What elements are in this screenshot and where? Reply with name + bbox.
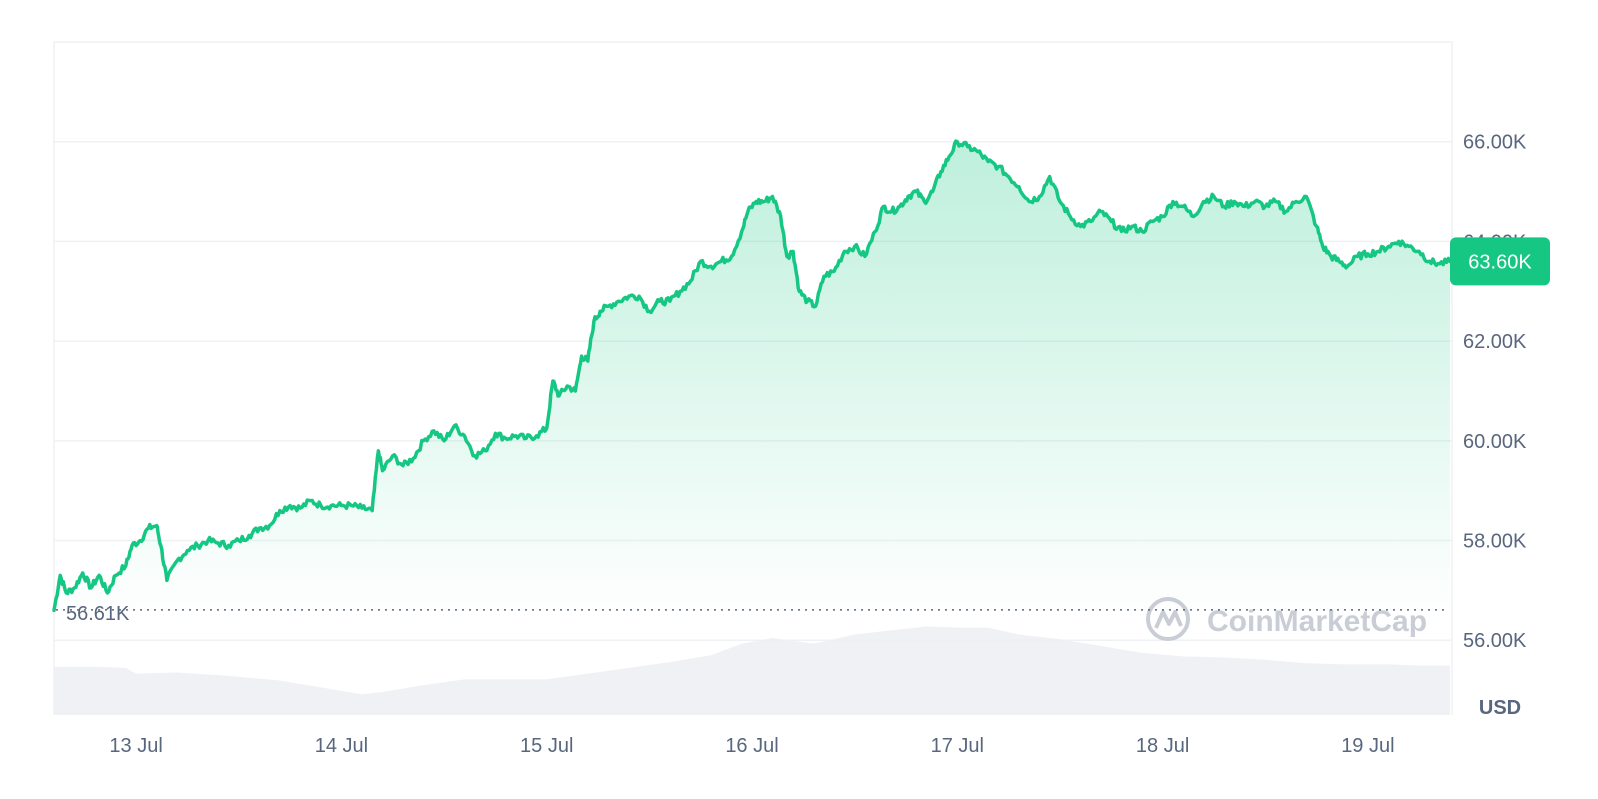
y-tick-label: 58.00K [1463, 531, 1527, 553]
x-tick-label: 17 Jul [931, 735, 984, 757]
y-tick-label: 60.00K [1463, 431, 1527, 453]
current-price-label: 63.60K [1468, 251, 1532, 273]
x-axis: 13 Jul 14 Jul 15 Jul 16 Jul 17 Jul 18 Jul 19 J… [109, 735, 1394, 757]
x-tick-label: 13 Jul [109, 735, 162, 757]
x-tick-label: 15 Jul [520, 735, 573, 757]
price-area-fill [54, 141, 1450, 620]
x-tick-label: 18 Jul [1136, 735, 1189, 757]
x-tick-label: 16 Jul [725, 735, 778, 757]
currency-unit-label: USD [1479, 697, 1521, 719]
y-tick-label: 66.00K [1463, 132, 1527, 154]
volume-bars [54, 626, 1450, 715]
open-price-label: 56.61K [66, 603, 130, 625]
x-tick-label: 14 Jul [315, 735, 368, 757]
y-tick-label: 62.00K [1463, 331, 1527, 353]
current-price-badge: 63.60K [1450, 237, 1550, 286]
y-tick-label: 56.00K [1463, 630, 1527, 652]
price-line [52, 139, 1452, 613]
x-tick-label: 19 Jul [1341, 735, 1394, 757]
volume-area [54, 626, 1450, 715]
